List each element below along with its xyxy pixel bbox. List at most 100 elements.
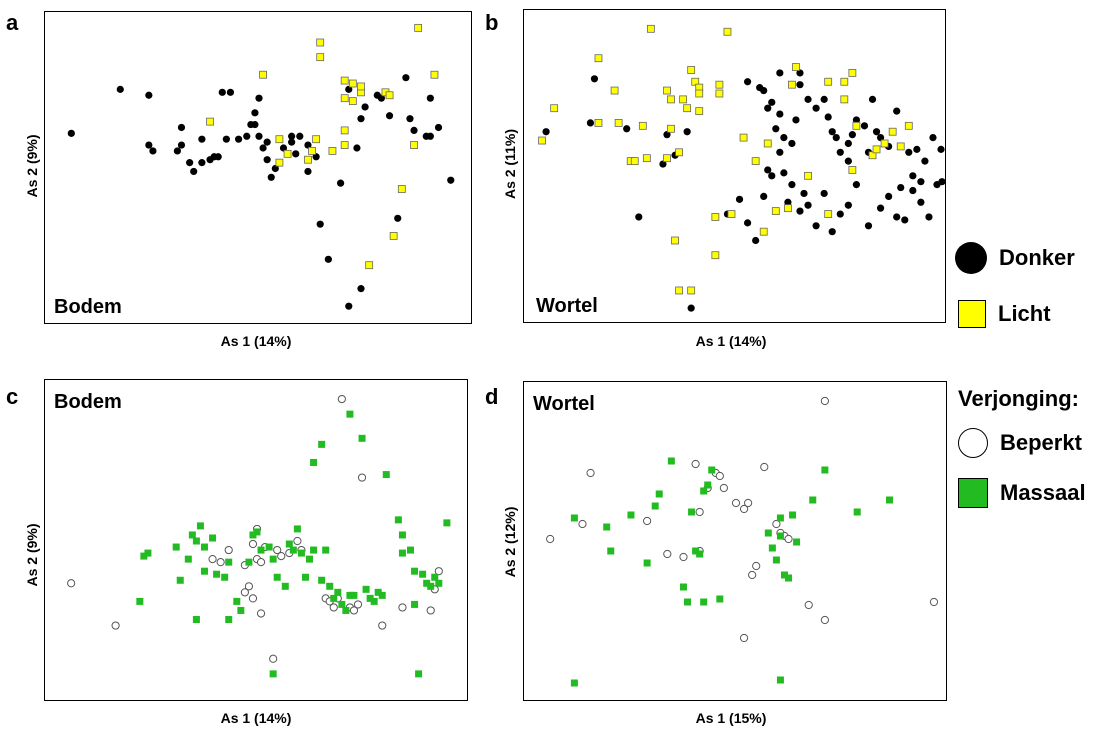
point-b-licht-8 [646,24,655,33]
point-c-massaal-12 [221,573,229,581]
point-d-beperkt-11 [715,471,724,481]
point-c-massaal-55 [431,573,439,581]
point-b-donker-74 [687,304,695,312]
point-d-massaal-32 [776,676,784,684]
point-d-massaal-16 [764,529,772,537]
point-b-licht-6 [630,157,639,166]
point-d-massaal-3 [627,511,635,519]
point-b-licht-13 [675,286,683,295]
point-c-massaal-31 [318,440,326,448]
point-c-massaal-63 [269,670,277,678]
point-d-massaal-15 [716,595,724,603]
point-a-donker-37 [304,167,312,176]
point-c-massaal-21 [273,573,281,581]
point-a-donker-41 [337,179,345,187]
point-c-massaal-66 [398,531,406,539]
point-c-massaal-51 [411,567,419,575]
legend-item-massaal: Massaal [958,478,1086,508]
point-a-donker-38 [312,153,320,161]
point-b-licht-35 [771,207,780,216]
point-d-massaal-18 [772,556,780,564]
point-b-donker-13 [768,98,776,106]
point-a-donker-45 [361,103,369,111]
point-b-licht-12 [675,148,683,157]
point-b-donker-73 [925,213,933,221]
point-b-donker-29 [844,157,852,165]
point-a-donker-53 [426,94,434,102]
point-b-donker-10 [743,78,752,86]
legend-label-massaal: Massaal [1000,480,1086,505]
point-b-licht-48 [715,80,724,89]
point-d-massaal-6 [655,490,663,498]
point-a-donker-2 [145,91,153,99]
point-d-massaal-19 [776,532,784,540]
point-b-donker-79 [800,189,808,198]
point-c-massaal-32 [322,546,330,554]
point-b-licht-32 [888,127,897,136]
point-a-licht-21 [414,23,423,32]
point-a-licht-25 [389,231,398,240]
point-c-beperkt-23 [349,606,359,615]
point-c-massaal-44 [370,597,378,605]
legend-title-verjonging: Verjonging: [958,386,1079,411]
point-b-licht-52 [804,171,812,180]
plot-a-xlabel: As 1 (14%) [220,333,292,349]
point-d-massaal-12 [700,487,708,495]
point-c-massaal-25 [293,525,301,533]
point-a-donker-24 [251,120,259,129]
plot-b-xlabel: As 1 (14%) [695,333,767,349]
point-b-donker-60 [812,222,820,230]
point-c-massaal-60 [225,616,233,624]
point-b-donker-2 [586,119,595,127]
point-c-massaal-7 [196,522,204,530]
point-b-licht-22 [763,139,772,148]
point-b-licht-20 [723,27,732,36]
point-a-donker-51 [410,126,418,135]
point-c-massaal-52 [419,570,427,578]
point-b-licht-9 [663,86,671,95]
point-a-licht-18 [308,147,316,155]
point-a-donker-56 [447,176,455,184]
point-c-massaal-40 [350,591,358,599]
point-d-beperkt-7 [695,507,704,517]
plot-c-title: Bodem [54,391,122,413]
point-d-beperkt-13 [731,498,741,508]
point-c-beperkt-29 [426,606,435,615]
point-c-massaal-5 [188,531,196,539]
point-b-donker-14 [776,110,784,118]
point-c-massaal-17 [253,528,261,536]
point-b-licht-7 [638,121,647,130]
point-a-donker-8 [186,159,194,167]
point-a-licht-9 [348,97,357,106]
point-c-massaal-54 [427,582,435,590]
open-circle-icon [958,428,988,458]
point-a-donker-35 [292,150,300,158]
point-a-donker-39 [316,220,324,228]
point-c-massaal-20 [269,555,277,563]
point-b-donker-8 [659,160,667,168]
point-b-licht-45 [848,166,857,174]
plot-b-ylabel: As 2 (11%) [502,128,518,200]
point-b-licht-39 [642,154,651,163]
point-d-massaal-24 [793,538,801,546]
point-d-massaal-28 [886,496,894,504]
point-b-donker-51 [743,219,752,227]
point-a-donker-7 [177,141,186,149]
point-b-donker-58 [796,207,804,215]
point-d-massaal-17 [768,544,776,552]
point-a-donker-25 [259,144,267,152]
point-b-licht-1 [550,104,559,113]
point-b-donker-44 [921,157,929,165]
point-c-massaal-39 [346,410,354,418]
point-c-massaal-34 [330,594,338,602]
filled-circle-icon [955,242,987,274]
point-d-beperkt-27 [820,396,829,406]
point-c-massaal-48 [394,516,402,524]
point-b-donker-0 [542,128,550,136]
panel-letter-c: c [6,384,19,409]
point-c-massaal-33 [326,582,334,590]
point-b-donker-19 [796,69,804,77]
point-a-donker-3 [145,141,153,149]
point-c-massaal-64 [415,670,423,678]
point-b-licht-49 [683,104,692,113]
